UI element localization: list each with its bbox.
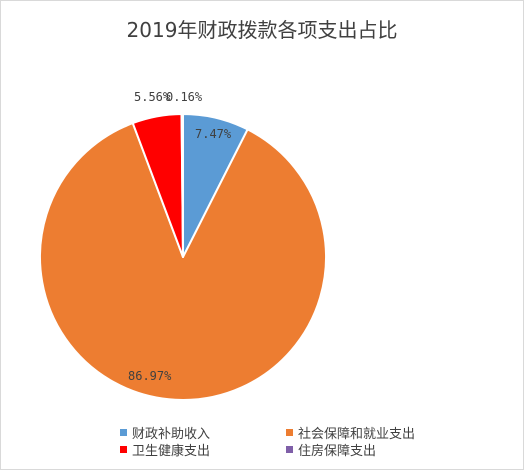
slice-value-label: 5.56% <box>134 90 171 104</box>
legend-label: 财政补助收入 <box>132 427 211 442</box>
legend-item: 财政补助收入 <box>120 423 210 442</box>
legend-label: 卫生健康支出 <box>132 444 211 459</box>
pie-slice <box>39 122 327 401</box>
chart-title: 2019年财政拨款各项支出占比 <box>126 18 398 42</box>
legend-swatch <box>120 446 127 453</box>
legend-item: 住房保障支出 <box>286 440 376 459</box>
legend-item: 社会保障和就业支出 <box>286 423 415 442</box>
pie-slice <box>180 112 184 258</box>
slice-value-label: 86.97% <box>128 369 172 383</box>
legend-item: 卫生健康支出 <box>120 440 210 459</box>
legend-swatch <box>286 446 293 453</box>
legend-swatch <box>286 429 293 436</box>
slice-value-label: 0.16% <box>166 90 203 104</box>
legend-label: 住房保障支出 <box>298 444 377 459</box>
legend-label: 社会保障和就业支出 <box>298 427 416 442</box>
legend-swatch <box>120 429 127 436</box>
slice-value-label: 7.47% <box>195 127 232 141</box>
